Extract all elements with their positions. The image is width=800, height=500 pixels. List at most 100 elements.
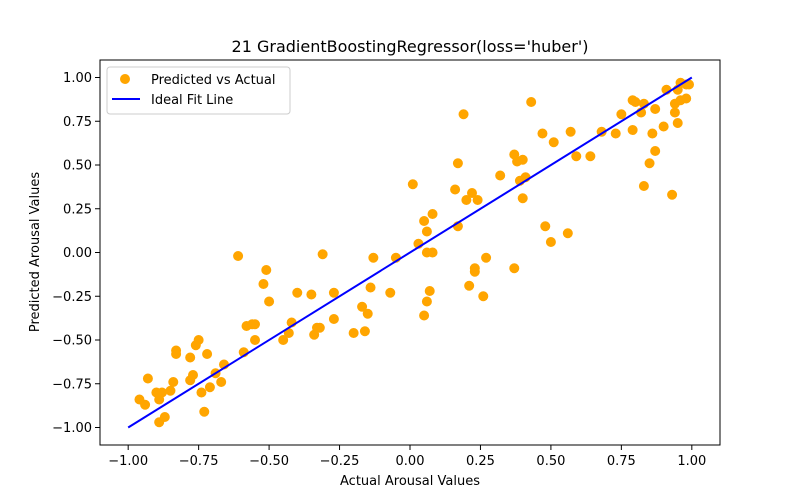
data-point <box>216 377 227 387</box>
data-point <box>233 251 244 261</box>
data-point <box>540 221 551 232</box>
data-point <box>159 412 170 422</box>
data-point <box>385 287 396 298</box>
data-point <box>684 79 694 90</box>
legend-frame <box>106 66 291 115</box>
data-point <box>202 349 213 359</box>
legend-label-scatter: Predicted vs Actual <box>151 73 275 88</box>
data-point <box>478 291 489 302</box>
y-tick-label: −0.75 <box>52 377 92 392</box>
data-point <box>204 382 215 393</box>
data-point <box>565 126 576 137</box>
data-point <box>464 280 475 291</box>
plot-area <box>99 59 721 446</box>
y-axis-label: Predicted Arousal Values <box>28 172 43 332</box>
data-point <box>427 209 438 219</box>
data-point <box>362 308 373 319</box>
data-point <box>571 151 582 162</box>
data-point <box>317 249 328 260</box>
data-point <box>419 216 430 226</box>
data-point <box>171 349 182 359</box>
data-point <box>419 310 430 321</box>
data-point <box>359 326 370 337</box>
data-point <box>140 399 151 410</box>
data-point <box>424 286 435 296</box>
legend: Predicted vs Actual Ideal Fit Line <box>106 66 291 115</box>
x-tick-label: −0.25 <box>320 454 360 469</box>
data-point <box>610 128 621 139</box>
data-point <box>627 125 638 135</box>
y-tick-label: −0.25 <box>52 290 92 305</box>
data-point <box>199 406 210 417</box>
data-points <box>134 77 694 428</box>
x-axis-label: Actual Arousal Values <box>340 474 480 489</box>
x-tick-label: 0.00 <box>396 454 425 469</box>
y-tick-label: −1.00 <box>52 421 92 436</box>
data-point <box>188 370 198 380</box>
data-point <box>585 151 596 162</box>
data-point <box>469 266 480 277</box>
data-point <box>306 289 317 300</box>
data-point <box>264 296 275 307</box>
data-point <box>142 373 153 384</box>
ideal-fit-line <box>127 76 693 429</box>
data-point <box>357 301 368 312</box>
data-point <box>292 287 303 298</box>
data-point <box>616 109 627 120</box>
data-point <box>328 314 339 324</box>
data-point <box>196 387 207 398</box>
data-point <box>461 195 472 205</box>
data-point <box>314 322 325 333</box>
data-point <box>452 158 463 169</box>
x-tick-label: 0.75 <box>607 454 636 469</box>
data-point <box>283 328 294 338</box>
data-point <box>509 263 520 274</box>
data-point <box>667 189 678 200</box>
data-point <box>250 319 260 330</box>
y-tick-label: 1.00 <box>63 71 92 86</box>
data-point <box>630 97 641 107</box>
data-point <box>537 128 548 139</box>
legend-label-line: Ideal Fit Line <box>151 93 233 108</box>
data-point <box>562 228 573 239</box>
x-tick-label: 0.25 <box>466 454 495 469</box>
x-axis: −1.00 −0.75 −0.50 −0.25 0.00 0.25 0.50 0.75 1.00 <box>108 445 706 469</box>
data-point <box>365 282 376 293</box>
data-point <box>328 287 339 298</box>
data-point <box>348 328 359 338</box>
chart-title: 21 GradientBoostingRegressor(loss='huber… <box>232 37 589 56</box>
data-point <box>517 154 528 165</box>
data-point <box>168 377 179 387</box>
x-tick-label: −0.75 <box>179 454 219 469</box>
x-tick-label: 0.50 <box>536 454 565 469</box>
data-point <box>658 121 669 132</box>
data-point <box>647 128 658 139</box>
data-point <box>193 335 204 345</box>
legend-scatter-marker <box>120 74 130 84</box>
data-point <box>278 335 289 345</box>
x-tick-label: −0.50 <box>249 454 289 469</box>
data-point <box>481 252 492 263</box>
data-point <box>681 93 692 104</box>
data-point <box>368 252 379 263</box>
data-point <box>157 387 167 398</box>
data-point <box>421 296 432 307</box>
data-point <box>467 188 477 198</box>
y-tick-label: 0.00 <box>63 246 92 261</box>
data-point <box>669 107 680 118</box>
x-tick-label: 1.00 <box>677 454 706 469</box>
y-tick-label: 0.75 <box>63 115 92 130</box>
data-point <box>261 265 272 275</box>
y-axis: −1.00 −0.75 −0.50 −0.25 0.00 0.25 0.50 0.75 1.00 <box>52 71 100 436</box>
y-tick-label: 0.50 <box>63 159 92 174</box>
data-point <box>185 352 196 363</box>
data-point <box>548 137 559 148</box>
data-point <box>526 97 537 107</box>
y-tick-label: −0.50 <box>52 334 92 349</box>
data-point <box>650 104 661 114</box>
data-point <box>407 179 418 190</box>
data-point <box>545 237 556 247</box>
data-point <box>472 195 483 205</box>
data-point <box>450 184 461 195</box>
